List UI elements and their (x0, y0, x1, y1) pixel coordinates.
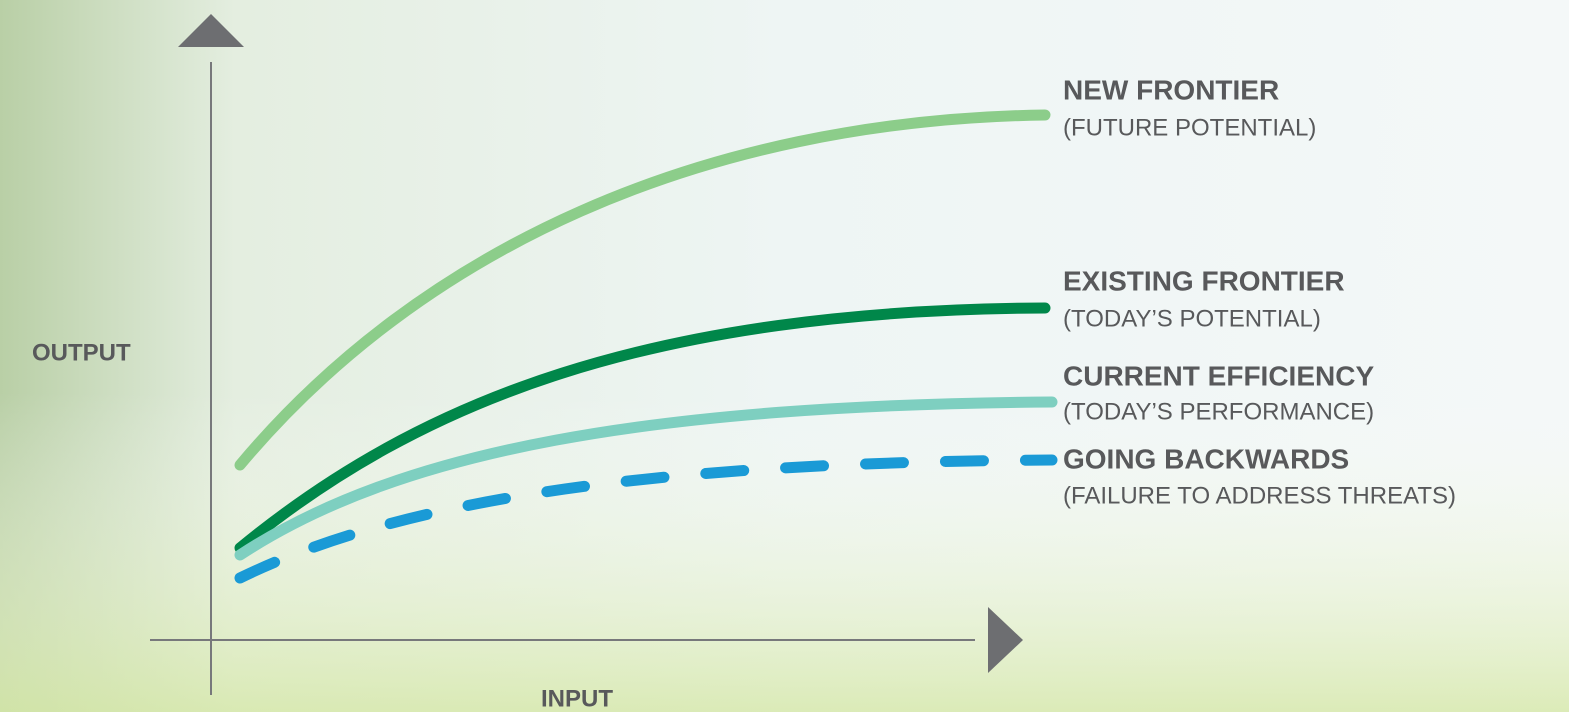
curve-subtitle: (FUTURE POTENTIAL) (1063, 114, 1316, 141)
y-axis-arrow (178, 14, 244, 47)
curve-subtitle: (FAILURE TO ADDRESS THREATS) (1063, 482, 1456, 509)
curve-subtitle: (TODAY’S PERFORMANCE) (1063, 398, 1374, 425)
new-frontier-curve (234, 109, 1051, 471)
curve-subtitle: (TODAY’S POTENTIAL) (1063, 305, 1321, 332)
curve-title: EXISTING FRONTIER (1063, 265, 1345, 296)
y-axis-label: OUTPUT (32, 339, 131, 366)
x-axis-arrow (988, 607, 1023, 673)
curve-title: NEW FRONTIER (1063, 74, 1279, 105)
x-axis-label: INPUT (541, 685, 613, 712)
curve-title: CURRENT EFFICIENCY (1063, 360, 1374, 391)
curve-title: GOING BACKWARDS (1063, 443, 1349, 474)
current-efficiency-curve (234, 396, 1058, 561)
going-backwards-curve (234, 454, 1058, 584)
existing-frontier-curve (234, 302, 1051, 554)
